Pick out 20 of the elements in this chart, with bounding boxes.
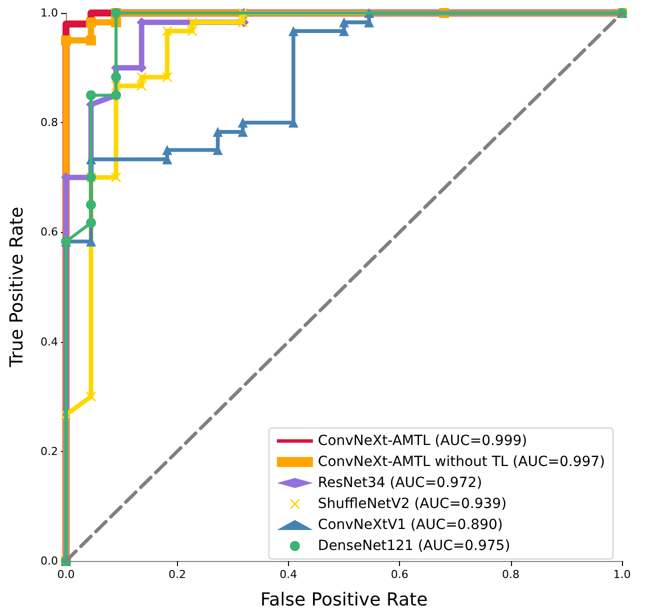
legend-label: ShuffleNetV2 (AUC=0.939) — [318, 496, 507, 512]
y-tick-label: 1.0 — [40, 6, 58, 20]
legend-label: ConvNeXtV1 (AUC=0.890) — [318, 517, 503, 533]
legend-label: DenseNet121 (AUC=0.975) — [318, 538, 510, 554]
y-tick-label: 0.2 — [40, 444, 58, 458]
x-tick-label: 0.4 — [280, 568, 298, 581]
legend-label: ResNet34 (AUC=0.972) — [318, 475, 482, 491]
x-tick-label: 0.2 — [168, 568, 186, 581]
y-tick-label: 0.0 — [40, 554, 58, 568]
y-tick-label: 0.6 — [40, 226, 58, 239]
x-tick-label: 0.8 — [502, 568, 520, 581]
y-tick-label: 0.8 — [40, 116, 58, 130]
x-tick-label: 0.6 — [390, 568, 408, 581]
legend-label: ConvNeXt-AMTL (AUC=0.999) — [318, 433, 528, 449]
legend-label: ConvNeXt-AMTL without TL (AUC=0.997) — [318, 454, 606, 470]
y-tick-label: 0.4 — [40, 335, 58, 348]
x-tick-label: 0.0 — [57, 568, 75, 581]
y-axis-title: True Positive Rate — [6, 206, 28, 368]
x-axis-title: False Positive Rate — [260, 590, 428, 610]
x-tick-label: 1.0 — [613, 568, 631, 581]
